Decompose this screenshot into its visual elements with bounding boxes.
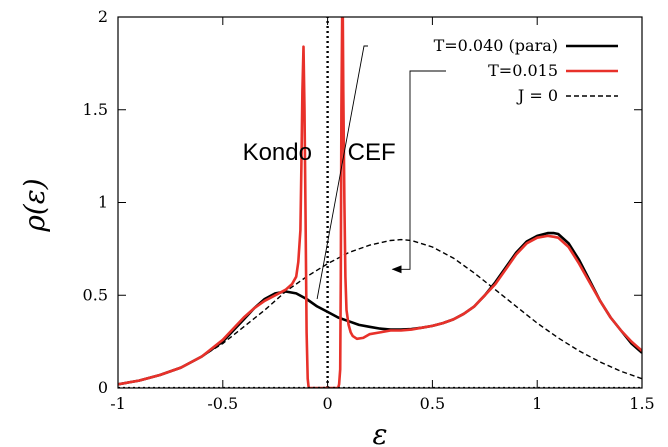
series-line-t-0-015 (118, 17, 642, 388)
legend-arrow (316, 45, 368, 300)
series-line-t-0-040-para- (118, 231, 642, 386)
x-axis-title: ε (372, 418, 387, 447)
legend-label: J = 0 (516, 86, 558, 105)
y-tick-label: 0 (98, 378, 108, 397)
x-tick-label: 0.5 (420, 394, 445, 413)
x-tick-label: -1 (110, 394, 126, 413)
annotations: Kondo CEF (243, 139, 396, 166)
x-tick-label: 0 (323, 394, 333, 413)
legend-arrow (391, 70, 446, 274)
legend-label: T=0.040 (para) (434, 36, 558, 55)
x-tick-label: -0.5 (207, 394, 238, 413)
x-tick-label: 1.5 (629, 394, 654, 413)
series-layer (118, 17, 642, 388)
y-tick-label: 1.5 (83, 100, 108, 119)
annotation-kondo: Kondo (243, 139, 312, 166)
x-tick-label: 1 (532, 394, 542, 413)
x-axis-ticks: -1 -0.5 0 0.5 1 1.5 (110, 17, 655, 413)
y-axis-title: ρ(ε) (18, 178, 51, 232)
plot-frame (117, 16, 643, 389)
series-line-j-0 (118, 238, 642, 385)
legend: T=0.040 (para) T=0.015 J = 0 (434, 36, 618, 105)
legend-arrows (316, 45, 446, 300)
y-tick-label: 1 (98, 193, 108, 212)
legend-label: T=0.015 (488, 61, 558, 80)
y-tick-label: 0.5 (83, 285, 108, 304)
y-tick-label: 2 (98, 7, 108, 26)
annotation-cef: CEF (348, 139, 396, 166)
